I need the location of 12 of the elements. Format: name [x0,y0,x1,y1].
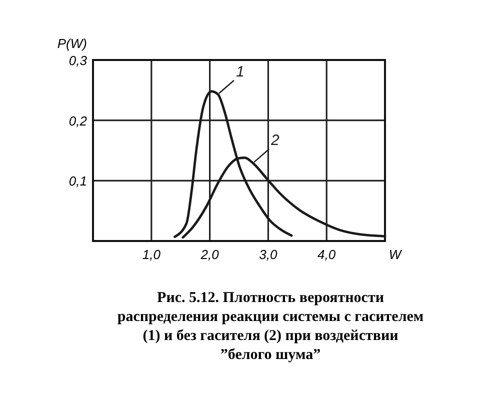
y-tick-label: 0,3 [68,53,88,68]
x-tick-label: 2,0 [200,247,220,262]
x-tick-label: 3,0 [259,247,278,262]
x-axis-title: W [388,247,403,262]
y-tick-label: 0,2 [68,113,88,128]
y-tick-label: 0,1 [68,174,87,189]
x-tick-label: 1,0 [142,247,162,262]
y-axis-title: P(W) [57,36,87,51]
series-label: 1 [236,63,244,80]
text: Рис. 5.12. Плотность вероятности распределения реакции системы с гасителем (1) и без гасителя (2) при воздействии ”белого шума” [117,290,424,363]
series-label: 2 [270,132,280,150]
x-tick-label: 4,0 [318,247,336,262]
